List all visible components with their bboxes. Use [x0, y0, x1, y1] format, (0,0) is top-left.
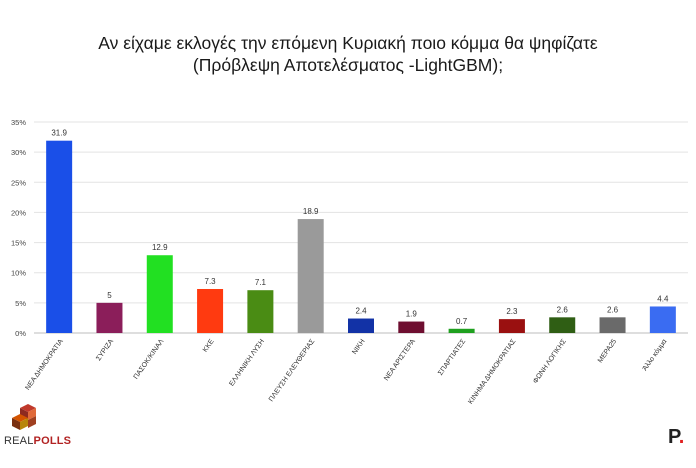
x-tick-label: ΚΙΝΗΜΑ ΔΗΜΟΚΡΑΤΙΑΣ	[467, 338, 518, 406]
x-tick-label: ΜΕΡΑ25	[597, 338, 618, 364]
bar-value-label: 7.3	[205, 277, 217, 286]
y-tick-label: 35%	[11, 118, 26, 127]
bar	[549, 317, 576, 333]
realpolls-wordmark: REALPOLLS	[4, 435, 71, 447]
x-tick-label: ΚΚΕ	[202, 338, 216, 354]
x-tick-label: ΣΥΡΙΖΑ	[95, 338, 115, 362]
chart-subtitle: (Πρόβλεψη Αποτελέσματος -LightGBM);	[192, 55, 504, 75]
y-tick-label: 25%	[11, 178, 26, 187]
bar	[247, 290, 274, 333]
x-tick-label: ΠΛΕΥΣΗ ΕΛΕΥΘΕΡΙΑΣ	[268, 338, 317, 404]
y-tick-label: 20%	[11, 208, 26, 217]
bar-value-label: 0.7	[456, 317, 468, 326]
y-axis-ticks: 0% 5% 10% 15% 20% 25% 30% 35%	[11, 118, 26, 338]
bar-value-label: 2.6	[607, 305, 619, 314]
y-tick-label: 0%	[15, 329, 26, 338]
p-logo: P.	[668, 426, 684, 449]
logo-text-polls: POLLS	[33, 435, 72, 447]
logo-text-real: REAL	[4, 435, 34, 447]
x-tick-label: ΝΙΚΗ	[351, 338, 366, 356]
bar-value-label: 2.3	[506, 307, 518, 316]
bar	[297, 219, 324, 333]
y-tick-label: 30%	[11, 148, 26, 157]
bar-value-label: 7.1	[255, 278, 267, 287]
bar	[197, 288, 224, 333]
value-labels: 31.9 5 12.9 7.3 7.1 18.9 2.4 1.9 0.7 2.3 2.6 2.6 4.4	[51, 129, 669, 326]
realpolls-logo	[6, 404, 66, 454]
y-tick-label: 15%	[11, 239, 26, 248]
realpolls-cubes-icon	[12, 404, 36, 430]
x-tick-label: ΣΠΑΡΤΙΑΤΕΣ	[437, 338, 467, 377]
chart-title: Αν είχαμε εκλογές την επόμενη Κυριακή πο…	[98, 33, 598, 53]
bar-value-label: 12.9	[152, 243, 168, 252]
p-logo-dot: .	[678, 426, 685, 448]
bar	[348, 318, 374, 333]
bar	[146, 255, 173, 333]
x-tick-label: Άλλο κόμμα	[641, 338, 669, 373]
bar-value-label: 4.4	[657, 294, 669, 303]
x-tick-label: ΝΕΑ ΑΡΙΣΤΕΡΑ	[383, 338, 417, 382]
x-tick-label: ΠΑΣΟΚ/ΚΙΝΑΛ	[133, 338, 166, 381]
p-logo-letter: P	[668, 426, 679, 448]
bar	[398, 321, 425, 333]
gridlines	[34, 121, 688, 334]
bar-value-label: 1.9	[406, 310, 418, 319]
x-tick-label: ΝΕΑ ΔΗΜΟΚΡΑΤΙΑ	[24, 338, 65, 392]
bars	[46, 140, 676, 333]
y-tick-label: 5%	[15, 299, 26, 308]
bar-value-label: 2.6	[557, 305, 569, 314]
bar-value-label: 5	[107, 291, 112, 300]
bar	[96, 302, 123, 333]
bar	[448, 328, 475, 333]
y-tick-label: 10%	[11, 269, 26, 278]
bar-value-label: 18.9	[303, 207, 319, 216]
x-axis-ticks: ΝΕΑ ΔΗΜΟΚΡΑΤΙΑ ΣΥΡΙΖΑ ΠΑΣΟΚ/ΚΙΝΑΛ ΚΚΕ ΕΛΛΗΝΙ…	[24, 338, 668, 406]
bar	[599, 317, 626, 333]
bar	[649, 306, 676, 333]
x-tick-label: ΦΩΝΗ ΛΟΓΙΚΗΣ	[532, 338, 568, 385]
x-tick-label: ΕΛΛΗΝΙΚΗ ΛΥΣΗ	[228, 338, 266, 388]
bar	[498, 319, 525, 333]
bar-value-label: 2.4	[355, 307, 367, 316]
bar-value-label: 31.9	[51, 129, 67, 138]
bar	[46, 140, 73, 333]
